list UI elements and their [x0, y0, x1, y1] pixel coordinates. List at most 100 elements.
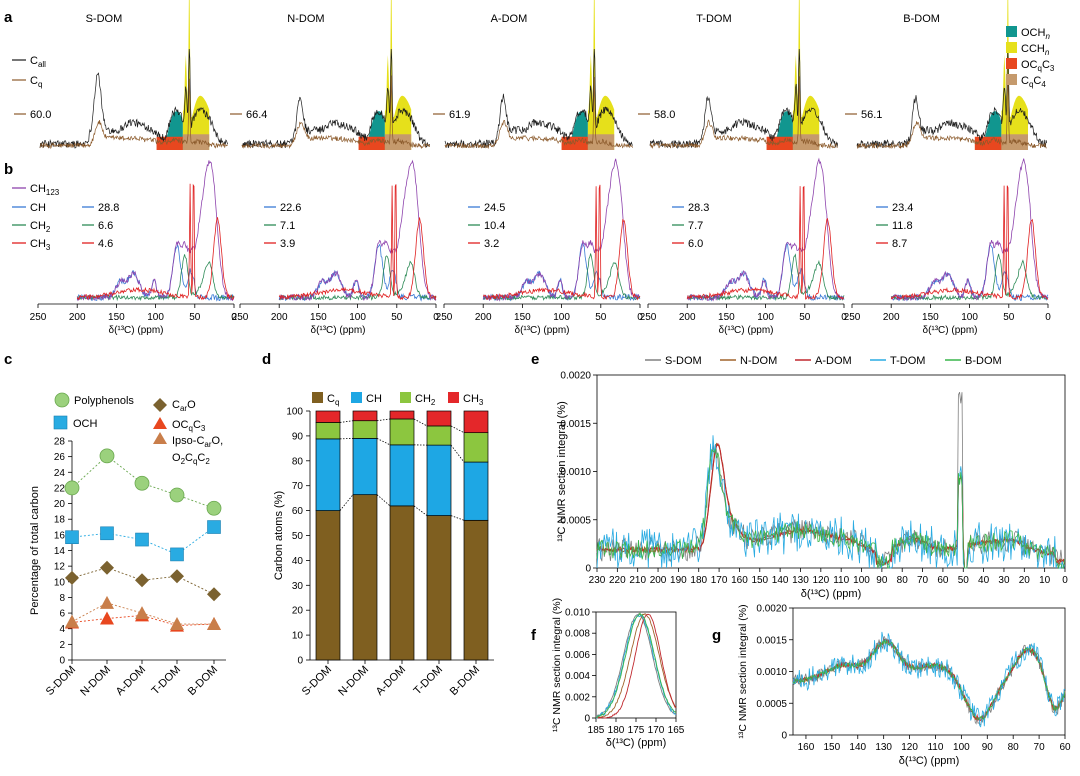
- x-tick-label: 100: [953, 742, 970, 753]
- region-cqc4: [384, 134, 412, 150]
- x-tick-label: 250: [640, 312, 657, 323]
- marker-ipso-caro-o2cqc2-3: [170, 617, 184, 631]
- spectrum-b-a-dom: 250 200 150 100 50 0 δ(¹³C) (ppm) 24.5 10.4 3.2: [436, 158, 643, 336]
- legend-label-n-dom: N-DOM: [740, 355, 777, 367]
- value-ch: 22.6: [280, 202, 301, 214]
- x-tick-label: 100: [147, 312, 164, 323]
- spectrum-a-s-dom: S-DOM 60.0: [14, 0, 229, 150]
- bar-ch2-a-dom: [389, 418, 415, 446]
- spectrum-b-n-dom: 250 200 150 100 50 0 δ(¹³C) (ppm) 22.6 7.1 3.9: [232, 159, 439, 336]
- legend-c: Polyphenols OCH CarO OCqC3 Ipso-CarO, O2…: [53, 392, 223, 466]
- y-tick-label: 10: [292, 631, 304, 642]
- x-tick-label: 140: [772, 575, 789, 586]
- spectrum-a-b-dom: B-DOM 56.1: [845, 0, 1048, 150]
- y-tick-label: 0.0005: [560, 515, 591, 526]
- legend-label-t-dom: T-DOM: [890, 355, 925, 367]
- trace-cq: [241, 75, 431, 150]
- y-tick-label: 0.0020: [560, 371, 591, 382]
- legend-ipso-marker: [153, 432, 167, 444]
- x-axis-label: δ(¹³C) (ppm): [801, 588, 862, 600]
- connector-line: [450, 425, 465, 434]
- legend-ch123-label: CH123: [30, 183, 60, 197]
- x-axis-label: δ(¹³C) (ppm): [899, 755, 960, 767]
- trace-g-a-dom: [792, 637, 1066, 722]
- panel-label-b: b: [4, 161, 13, 178]
- series-line-1: [71, 526, 215, 555]
- marker-ocqc3-1: [100, 611, 114, 625]
- value-ch3: 6.0: [688, 238, 703, 250]
- value-ch2: 11.8: [892, 220, 913, 232]
- legend-cqc4-swatch: [1006, 74, 1017, 85]
- y-tick-label: 20: [54, 499, 66, 510]
- x-tick-label: 230: [589, 575, 606, 586]
- value-ch2: 7.1: [280, 220, 295, 232]
- spectrum-title: N-DOM: [287, 13, 324, 25]
- marker-caro-3: [170, 569, 184, 584]
- bar-cq-t-dom: [426, 515, 452, 661]
- y-tick-label: 0.0010: [560, 467, 591, 478]
- y-tick-label: 30: [292, 581, 304, 592]
- x-tick-label: 185: [588, 725, 605, 736]
- y-tick-label: 0.0010: [756, 667, 787, 678]
- legend-d-ch-label: CH: [366, 393, 382, 405]
- panel-label-g: g: [712, 627, 721, 644]
- y-tick-label: 16: [54, 530, 66, 541]
- x-tick-label: 30: [998, 575, 1010, 586]
- x-tick-label: 160: [731, 575, 748, 586]
- panel-g: 0 0.0005 0.0010 0.0015 0.0020 160 150 140 130 120…: [737, 604, 1071, 768]
- y-tick-label: 6: [59, 609, 65, 620]
- trace-ch3: [890, 185, 1049, 301]
- legend-ipso-label-2: O2CqC2: [172, 452, 210, 466]
- bar-ch-s-dom: [315, 438, 341, 511]
- bar-ch3-s-dom: [315, 410, 341, 423]
- x-tick-label: 60: [1059, 742, 1071, 753]
- x-tick-label: 0: [433, 312, 439, 323]
- y-tick-label: 26: [54, 452, 66, 463]
- bar-ch-t-dom: [426, 444, 452, 516]
- trace-f-b-dom: [595, 612, 677, 719]
- x-tick-label: 170: [711, 575, 728, 586]
- x-tick-label: 0: [231, 312, 237, 323]
- legend-d-ch3-swatch: [448, 392, 459, 403]
- value-ch: 24.5: [484, 202, 505, 214]
- x-tick-label: 110: [833, 575, 849, 586]
- panel-label-d: d: [262, 351, 271, 368]
- marker-polyphenols-0: [64, 480, 80, 496]
- region-cchn: [182, 0, 210, 150]
- y-tick-label: 20: [292, 606, 304, 617]
- x-tick-label: B-DOM: [186, 664, 220, 698]
- x-tick-label: 190: [670, 575, 687, 586]
- cq-percent-value: 56.1: [861, 109, 882, 121]
- x-tick-label: 50: [958, 575, 970, 586]
- bar-ch2-t-dom: [426, 425, 452, 446]
- trace-call: [39, 48, 229, 149]
- marker-caro-0: [65, 570, 79, 585]
- bar-ch3-a-dom: [389, 410, 415, 420]
- x-tick-label: N-DOM: [336, 664, 371, 699]
- legend-ocqc3-label: OCqC3: [1021, 59, 1055, 73]
- x-tick-label: 70: [1034, 742, 1046, 753]
- x-tick-label: 90: [982, 742, 994, 753]
- bar-cq-a-dom: [389, 505, 415, 661]
- trace-cq: [39, 78, 228, 150]
- x-tick-label: 140: [849, 742, 866, 753]
- bar-ch-a-dom: [389, 444, 415, 507]
- x-tick-label: S-DOM: [44, 664, 78, 698]
- trace-ch123: [891, 158, 1049, 301]
- value-ch3: 8.7: [892, 238, 907, 250]
- legend-cchn-swatch: [1006, 42, 1017, 53]
- legend-d: Cq CH CH2 CH3: [312, 392, 484, 407]
- x-tick-label: 250: [844, 312, 861, 323]
- legend-ocqc3-swatch: [1006, 58, 1017, 69]
- cq-percent-value: 58.0: [654, 109, 675, 121]
- x-tick-label: 200: [883, 312, 900, 323]
- marker-polyphenols-1: [99, 448, 115, 464]
- x-tick-label: 50: [189, 312, 201, 323]
- y-tick-label: 100: [286, 407, 303, 418]
- x-tick-label: 150: [922, 312, 939, 323]
- legend-call-label: Call: [30, 55, 46, 69]
- trace-f-s-dom: [596, 613, 677, 717]
- value-ch3: 3.9: [280, 238, 295, 250]
